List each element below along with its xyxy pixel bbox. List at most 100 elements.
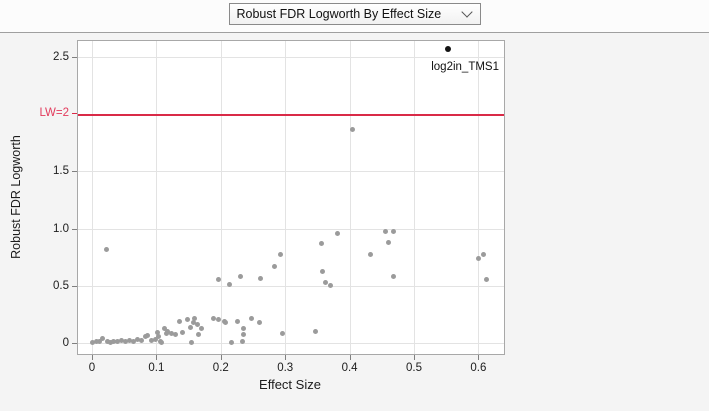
data-point[interactable]	[134, 336, 140, 342]
reference-line	[78, 113, 504, 116]
data-point[interactable]	[127, 337, 133, 343]
data-point[interactable]	[475, 255, 481, 261]
data-point[interactable]	[159, 340, 165, 346]
data-point[interactable]	[97, 339, 103, 345]
data-point[interactable]	[169, 331, 175, 337]
data-point[interactable]	[222, 319, 228, 325]
y-gridline	[78, 285, 504, 287]
data-point[interactable]	[196, 332, 202, 338]
x-tick-label: 0.1	[148, 362, 165, 374]
data-point[interactable]	[320, 269, 326, 275]
data-point[interactable]	[241, 326, 247, 332]
x-tick-label: 0.4	[341, 362, 358, 374]
data-point[interactable]	[390, 273, 396, 279]
point-label: log2in_TMS1	[431, 61, 499, 74]
y-tick-mark	[72, 228, 77, 230]
data-point[interactable]	[390, 229, 396, 235]
data-point[interactable]	[188, 340, 194, 346]
data-point[interactable]	[256, 319, 262, 325]
report-selector-dropdown[interactable]: Robust FDR Logworth By Effect Size	[228, 3, 481, 25]
y-tick-mark	[72, 171, 77, 173]
data-point[interactable]	[322, 279, 328, 285]
x-tick-mark	[414, 355, 415, 360]
data-point[interactable]	[248, 316, 254, 322]
data-point[interactable]	[162, 326, 168, 332]
data-point[interactable]	[185, 317, 191, 323]
data-point[interactable]	[177, 318, 183, 324]
data-point[interactable]	[319, 240, 325, 246]
data-point[interactable]	[215, 277, 221, 283]
data-point[interactable]	[210, 316, 216, 322]
x-tick-label: 0.5	[406, 362, 422, 374]
data-point[interactable]	[349, 126, 355, 132]
data-point[interactable]	[155, 329, 161, 335]
data-point[interactable]	[280, 331, 286, 337]
x-tick-label: 0.3	[277, 362, 294, 374]
data-point[interactable]	[195, 321, 201, 327]
x-tick-label: 0	[88, 362, 96, 374]
x-tick-mark	[349, 355, 351, 360]
x-gridline	[220, 41, 222, 354]
data-point[interactable]	[114, 339, 120, 345]
data-point[interactable]	[149, 337, 155, 343]
y-tick-mark	[72, 285, 77, 287]
data-point[interactable]	[191, 316, 197, 322]
data-point[interactable]	[226, 281, 232, 287]
report-selector-value: Robust FDR Logworth By Effect Size	[236, 7, 442, 21]
data-point[interactable]	[190, 319, 196, 325]
x-tick-mark	[92, 355, 93, 360]
data-point[interactable]	[312, 328, 318, 334]
data-point[interactable]	[334, 230, 340, 236]
data-point[interactable]	[237, 273, 243, 279]
data-point[interactable]	[89, 340, 95, 346]
data-point[interactable]	[130, 339, 136, 345]
data-point[interactable]	[241, 332, 247, 338]
x-gridline	[478, 41, 480, 354]
x-tick-label: 0.6	[470, 362, 487, 374]
scatter-chart: log2in_TMS1 Effect Size Robust FDR Logwo…	[0, 33, 709, 411]
data-point[interactable]	[277, 252, 283, 258]
data-point[interactable]	[240, 339, 246, 345]
data-point[interactable]	[327, 283, 333, 289]
y-tick-mark	[72, 342, 77, 344]
y-gridline	[78, 171, 504, 173]
data-point[interactable]	[111, 339, 117, 345]
labeled-data-point[interactable]	[445, 46, 452, 53]
data-point[interactable]	[235, 318, 241, 324]
data-point[interactable]	[99, 335, 105, 341]
data-point[interactable]	[104, 339, 110, 345]
data-point[interactable]	[122, 339, 128, 345]
data-point[interactable]	[188, 325, 194, 331]
data-point[interactable]	[368, 252, 374, 258]
data-point[interactable]	[165, 328, 171, 334]
data-point[interactable]	[483, 277, 489, 283]
y-gridline	[78, 342, 504, 344]
data-point[interactable]	[271, 263, 277, 269]
data-point[interactable]	[386, 239, 392, 245]
data-point[interactable]	[144, 333, 150, 339]
data-point[interactable]	[198, 326, 204, 332]
data-point[interactable]	[383, 229, 389, 235]
data-point[interactable]	[139, 337, 145, 343]
data-point[interactable]	[152, 336, 158, 342]
data-point[interactable]	[180, 329, 186, 335]
chevron-down-icon	[460, 6, 473, 18]
x-axis-title: Effect Size	[259, 377, 321, 392]
x-gridline	[285, 41, 287, 354]
data-point[interactable]	[215, 317, 221, 323]
data-point[interactable]	[156, 334, 162, 340]
data-point[interactable]	[228, 340, 234, 346]
data-point[interactable]	[107, 340, 113, 346]
y-tick-label: 1.5	[53, 165, 69, 178]
data-point[interactable]	[103, 246, 109, 252]
data-point[interactable]	[258, 276, 264, 282]
x-gridline	[92, 41, 93, 354]
x-gridline	[414, 41, 415, 354]
x-gridline	[156, 41, 158, 354]
data-point[interactable]	[172, 332, 178, 338]
y-tick-label: 0	[62, 336, 69, 349]
data-point[interactable]	[119, 337, 125, 343]
data-point[interactable]	[481, 252, 487, 258]
data-point[interactable]	[94, 339, 99, 345]
